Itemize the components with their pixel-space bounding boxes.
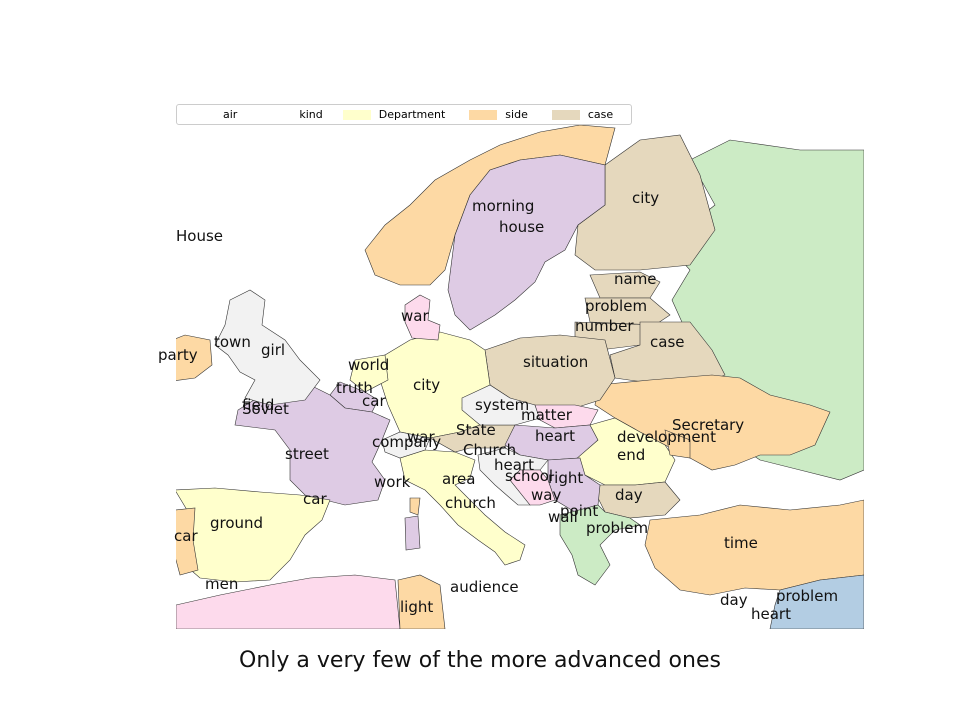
map-label: Church bbox=[463, 441, 516, 459]
map-label: field bbox=[242, 396, 274, 414]
map-label: truth bbox=[336, 379, 373, 397]
legend-label-side: side bbox=[505, 108, 528, 121]
map-label: area bbox=[442, 470, 475, 488]
map-label: situation bbox=[523, 353, 588, 371]
region-corsica bbox=[409, 497, 421, 516]
map-label: audience bbox=[450, 578, 519, 596]
map-label: problem bbox=[586, 519, 648, 537]
region-sweden bbox=[447, 154, 606, 331]
map-label: war bbox=[401, 307, 429, 325]
map-label: car bbox=[362, 392, 386, 410]
country-regions bbox=[176, 125, 864, 629]
map-label: way bbox=[531, 486, 561, 504]
map-labels: House morning house city name problem number ca… bbox=[158, 189, 838, 623]
region-netherlands bbox=[349, 354, 389, 393]
map-label: house bbox=[499, 218, 544, 236]
map-label: system bbox=[475, 396, 529, 414]
region-bosnia bbox=[509, 469, 556, 506]
map-label: day bbox=[615, 486, 643, 504]
legend-swatch-department bbox=[342, 109, 371, 120]
legend-swatch-case bbox=[551, 109, 580, 120]
region-estonia bbox=[589, 271, 661, 299]
region-moldova bbox=[664, 429, 691, 459]
region-italy bbox=[399, 449, 526, 566]
region-bulgaria bbox=[597, 481, 681, 519]
map-label: point bbox=[560, 502, 598, 520]
legend: air kind Department side case bbox=[176, 104, 632, 125]
map-label: church bbox=[445, 494, 496, 512]
caption: Only a very few of the more advanced one… bbox=[239, 648, 721, 673]
map-label: town bbox=[214, 333, 251, 351]
map-label: wall bbox=[548, 508, 578, 526]
legend-item-case: case bbox=[551, 108, 614, 121]
map-label: development bbox=[617, 428, 716, 446]
legend-label-air: air bbox=[223, 108, 238, 121]
map-label: heart bbox=[751, 605, 791, 623]
map-label: heart bbox=[535, 427, 575, 445]
map-label: matter bbox=[521, 406, 573, 424]
map-label: House bbox=[176, 227, 223, 245]
legend-item-kind: kind bbox=[263, 108, 323, 121]
region-latvia bbox=[584, 297, 671, 326]
map-label: ground bbox=[210, 514, 263, 532]
map-label: school bbox=[505, 467, 553, 485]
legend-swatch-kind bbox=[263, 109, 292, 120]
legend-swatch-air bbox=[187, 109, 215, 120]
legend-label-case: case bbox=[587, 108, 614, 121]
map-label: end bbox=[617, 446, 645, 464]
map-label: world bbox=[348, 356, 389, 374]
map-label: party bbox=[158, 346, 198, 364]
map-label: city bbox=[632, 189, 659, 207]
map-label: light bbox=[400, 598, 433, 616]
region-france bbox=[234, 384, 391, 506]
region-tunisia bbox=[397, 574, 446, 629]
map-label: girl bbox=[261, 341, 285, 359]
legend-item-air: air bbox=[187, 108, 237, 121]
map-label: number bbox=[575, 317, 634, 335]
map-label: problem bbox=[776, 587, 838, 605]
map-label: right bbox=[548, 469, 583, 487]
legend-item-side: side bbox=[469, 108, 528, 121]
map-label: car bbox=[174, 527, 198, 545]
region-portugal bbox=[176, 507, 199, 576]
map-label: street bbox=[285, 445, 329, 463]
legend-label-kind: kind bbox=[299, 108, 323, 121]
map-label: company bbox=[372, 433, 441, 451]
map-label: name bbox=[614, 270, 657, 288]
map-label: time bbox=[724, 534, 758, 552]
region-denmark bbox=[404, 294, 441, 341]
region-syria bbox=[769, 574, 864, 629]
legend-swatch-side bbox=[469, 109, 498, 120]
region-greece bbox=[559, 504, 641, 586]
map-label: war bbox=[407, 428, 435, 446]
map-label: city bbox=[413, 376, 440, 394]
map-label: car bbox=[303, 490, 327, 508]
region-ireland bbox=[176, 334, 213, 381]
map-label: men bbox=[205, 575, 238, 593]
map-label: day bbox=[720, 591, 748, 609]
map-label: morning bbox=[472, 197, 534, 215]
map-label: Secretary bbox=[672, 416, 744, 434]
map-label: Soviet bbox=[242, 400, 289, 418]
region-sardinia bbox=[404, 515, 421, 551]
legend-item-department: Department bbox=[342, 108, 446, 121]
region-north-africa bbox=[176, 574, 401, 629]
region-switzerland bbox=[381, 431, 431, 459]
map-label: heart bbox=[494, 456, 534, 474]
legend-label-department: Department bbox=[378, 108, 446, 121]
region-uk bbox=[214, 289, 321, 406]
map-label: work bbox=[374, 473, 411, 491]
map-label: problem bbox=[585, 297, 647, 315]
map-label: State bbox=[456, 421, 496, 439]
map-label: case bbox=[650, 333, 684, 351]
